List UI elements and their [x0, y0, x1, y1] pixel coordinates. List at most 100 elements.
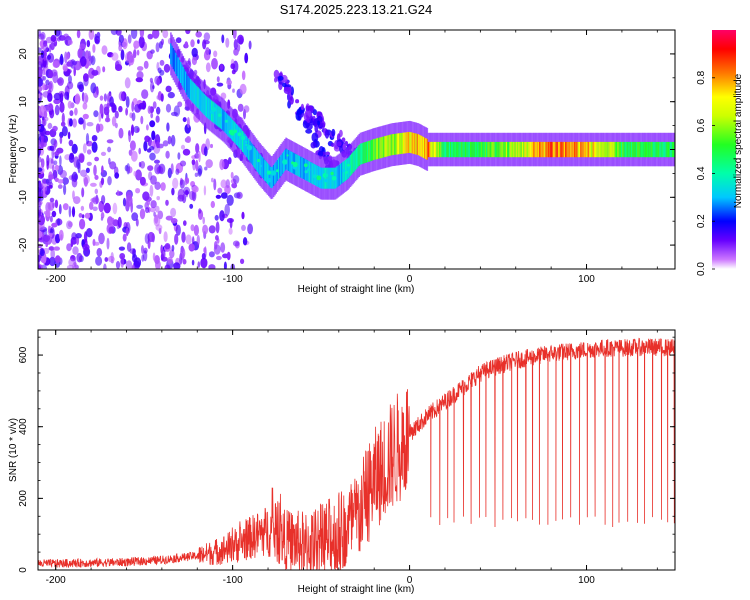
spectrogram-noise-blob	[174, 233, 179, 245]
spectrogram-ridge-core	[490, 141, 493, 158]
spectrogram-ridge-core	[664, 141, 666, 158]
spectrogram-noise-blob	[179, 160, 187, 167]
spectrogram-ridge-core	[523, 141, 525, 158]
spectrogram-noise-blob	[232, 175, 240, 184]
spectrogram-noise-blob	[133, 170, 137, 177]
spectrogram-ridge-core	[642, 141, 644, 158]
spectrogram-noise-blob	[215, 194, 222, 199]
spectrogram-ridge-core	[186, 73, 188, 95]
spectrogram-ridge-core	[586, 141, 588, 158]
spectrogram-noise-blob	[208, 225, 216, 234]
spectrogram-noise-blob	[140, 115, 144, 125]
spectrogram-streak-blob	[324, 129, 330, 139]
spectrogram-ridge-core	[611, 141, 613, 158]
spectrogram-noise-blob	[107, 216, 113, 226]
spectrogram-noise-blob	[68, 205, 72, 218]
snr-clip-group	[38, 337, 675, 570]
spectrogram-ridge-core	[386, 135, 389, 157]
spectrogram-noise-blob	[165, 85, 172, 93]
spectrogram-ridge-core	[412, 132, 415, 154]
spectrogram-ridge-core	[549, 141, 551, 158]
spectrogram-ridge-core	[405, 132, 407, 154]
spectrogram-ridge-core	[368, 140, 370, 162]
spectrogram-noise-blob	[186, 136, 191, 143]
spectrogram-noise-blob	[45, 79, 50, 86]
spectrogram-ridge-core	[175, 52, 177, 74]
snr-series-line	[38, 337, 675, 570]
spectrogram-noise-blob	[75, 233, 82, 239]
spectrogram-noise-blob	[186, 117, 190, 128]
spectrogram-ridge-core	[500, 141, 503, 158]
spectrogram-noise-blob	[248, 40, 252, 50]
figure-title: S174.2025.223.13.21.G24	[280, 2, 433, 17]
spectrogram-ridge-core	[623, 141, 625, 158]
spectrogram-noise-blob	[53, 246, 60, 251]
spectrogram-ridge-core	[264, 159, 266, 181]
spectrogram-ridge-core	[432, 141, 435, 158]
spectrogram-noise-blob	[164, 243, 171, 250]
spectrogram-noise-blob	[95, 123, 101, 133]
spectrogram-noise-blob	[43, 49, 47, 58]
spectrogram-noise-blob	[136, 71, 144, 80]
spectrogram-ridge-core	[342, 161, 344, 183]
spectrogram-noise-blob	[54, 255, 61, 264]
spectrogram-noise-blob	[91, 135, 98, 142]
spectrogram-noise-blob	[155, 205, 160, 213]
spectrogram-noise-blob	[135, 188, 141, 194]
spectrogram-noise-blob	[124, 77, 131, 89]
spectrogram-ridge-core	[542, 141, 545, 158]
spectrogram-noise-blob	[100, 177, 105, 186]
spectrogram-ridge-core	[194, 84, 197, 106]
spectrogram-noise-blob	[59, 55, 64, 66]
spectrogram-ridge-core	[493, 141, 495, 158]
spectrogram-ridge-core	[275, 161, 277, 183]
spectrogram-noise-blob	[160, 93, 164, 102]
spectrogram-noise-blob	[109, 96, 114, 107]
spectrogram-noise-blob	[203, 185, 207, 196]
spectrogram-noise-blob	[139, 30, 145, 38]
spectrogram-ridge-core	[479, 141, 482, 158]
spectrogram-noise-blob	[147, 105, 152, 115]
spectrogram-ridge-core	[196, 85, 198, 107]
x-tick-label: 0	[407, 274, 413, 285]
spectrogram-ridge-core	[583, 141, 586, 158]
spectrogram-ridge-core	[328, 167, 331, 189]
spectrogram-noise-blob	[170, 134, 176, 147]
spectrogram-noise-blob	[115, 64, 123, 71]
spectrogram-ridge-core	[503, 141, 505, 158]
spectrogram-noise-blob	[162, 140, 169, 147]
spectrogram-noise-blob	[170, 111, 178, 117]
spectrogram-noise-blob	[150, 49, 155, 54]
spectrogram-ridge-core	[170, 43, 172, 65]
y-tick-label: 200	[18, 490, 29, 507]
spectrogram-ridge-core	[185, 71, 187, 93]
spectrogram-ridge-core	[214, 103, 217, 125]
spectrogram-noise-blob	[194, 172, 199, 177]
spectrogram-ridge-core	[324, 167, 327, 189]
spectrogram-noise-blob	[118, 34, 124, 43]
spectrogram-peak-spot	[330, 171, 334, 176]
spectrogram-ridge-core	[310, 162, 312, 183]
spectrogram-ridge-core	[265, 161, 268, 183]
spectrogram-ridge-core	[321, 167, 323, 189]
spectrogram-noise-blob	[160, 182, 166, 191]
spectrogram-ridge-core	[339, 163, 342, 185]
snr-frame	[37, 329, 676, 571]
spectrogram-streak-blob	[325, 151, 330, 156]
spectrogram-noise-blob	[125, 227, 129, 237]
spectrogram-noise-blob	[219, 159, 225, 171]
spectrogram-noise-blob	[109, 161, 117, 170]
spectrogram-noise-blob	[114, 110, 119, 119]
spectrogram-ridge-core	[478, 141, 481, 158]
spectrogram-noise-blob	[94, 188, 99, 195]
spectrogram-noise-blob	[98, 111, 102, 123]
spectrogram-ridge-core	[559, 141, 561, 158]
y-tick-label: 10	[18, 96, 29, 108]
spectrogram-ridge-core	[421, 136, 424, 158]
spectrogram-ridge-core	[571, 141, 573, 158]
spectrogram-ridge-core	[560, 141, 562, 158]
spectrogram-noise-blob	[185, 234, 192, 245]
spectrogram-ridge-core	[546, 141, 549, 158]
spectrogram-ridge-core	[557, 141, 560, 158]
spectrogram-ridge-core	[624, 141, 627, 158]
